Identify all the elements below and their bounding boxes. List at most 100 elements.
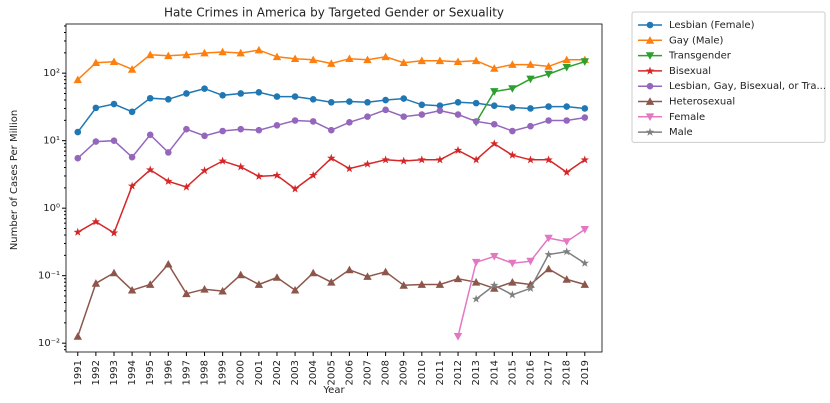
marker (453, 333, 463, 341)
marker (436, 107, 444, 114)
marker (109, 57, 119, 65)
marker (646, 21, 654, 29)
legend-label: Lesbian, Gay, Bisexual, or Tra... (669, 81, 826, 92)
marker (490, 253, 499, 261)
marker (417, 280, 426, 288)
marker (418, 101, 426, 109)
marker (345, 164, 354, 173)
marker (110, 100, 118, 108)
marker (290, 184, 300, 193)
marker (254, 45, 264, 54)
marker (309, 96, 317, 103)
marker (526, 60, 535, 68)
marker (509, 127, 516, 135)
marker (545, 103, 552, 110)
marker (92, 138, 100, 145)
marker (453, 57, 463, 65)
marker (237, 90, 245, 97)
x-tick-label: 1995 (145, 360, 156, 385)
chart-title: Hate Crimes in America by Targeted Gende… (164, 6, 504, 20)
marker (91, 217, 101, 226)
marker (363, 55, 372, 64)
marker (581, 105, 589, 112)
legend-box (631, 11, 826, 143)
marker (128, 153, 136, 161)
marker (527, 105, 534, 112)
marker (454, 99, 462, 106)
marker (218, 156, 227, 165)
legend-label: Heterosexual (669, 97, 735, 108)
marker (646, 82, 654, 90)
marker (580, 226, 589, 234)
marker (109, 228, 119, 237)
marker (127, 286, 137, 294)
marker (563, 117, 570, 124)
marker (146, 165, 155, 174)
marker (200, 48, 209, 57)
marker (399, 58, 408, 66)
marker (290, 286, 300, 294)
marker (201, 85, 208, 92)
marker (472, 99, 480, 107)
marker (562, 238, 571, 246)
marker (327, 126, 335, 134)
marker (291, 117, 299, 124)
marker (182, 50, 191, 59)
marker (254, 280, 264, 288)
series-line (457, 228, 586, 337)
marker (472, 294, 481, 303)
marker (345, 265, 354, 274)
marker (471, 56, 481, 65)
series-line (77, 87, 585, 133)
x-tick-label: 1997 (181, 360, 192, 385)
marker (382, 96, 389, 104)
marker (327, 278, 336, 286)
y-axis-label: Number of Cases Per Million (9, 110, 20, 250)
marker (508, 60, 517, 68)
marker (309, 171, 318, 179)
marker (417, 155, 426, 164)
marker (581, 114, 589, 121)
marker (272, 273, 282, 281)
marker (91, 279, 101, 287)
marker (399, 156, 408, 165)
marker (471, 258, 481, 267)
marker (490, 284, 499, 292)
marker (417, 56, 426, 65)
marker (508, 150, 517, 159)
marker (309, 55, 318, 64)
marker (127, 181, 137, 190)
x-tick-label: 1998 (200, 360, 211, 385)
x-tick-label: 1992 (91, 360, 102, 385)
marker (400, 95, 408, 102)
y-tick-label: 10⁰ (43, 203, 60, 214)
x-tick-label: 2008 (381, 360, 392, 385)
marker (435, 155, 445, 164)
marker (254, 171, 263, 180)
marker (127, 65, 137, 73)
series-line (77, 109, 585, 159)
marker (363, 272, 372, 280)
marker (381, 155, 390, 164)
x-tick-label: 2002 (272, 360, 283, 385)
marker (272, 171, 282, 179)
marker (146, 280, 155, 288)
marker (290, 54, 300, 62)
x-tick-label: 2013 (471, 360, 482, 385)
x-tick-label: 1996 (163, 360, 174, 385)
marker (508, 290, 517, 299)
marker (399, 281, 408, 289)
x-tick-label: 2007 (363, 360, 374, 385)
marker (562, 275, 571, 283)
marker (272, 52, 282, 61)
marker (164, 51, 173, 60)
marker (526, 75, 535, 84)
x-tick-label: 2015 (507, 360, 518, 385)
marker (508, 278, 517, 286)
y-tick-label: 10² (43, 68, 60, 79)
marker (74, 154, 82, 162)
legend-label: Gay (Male) (669, 35, 724, 46)
marker (381, 267, 390, 276)
marker (165, 96, 172, 103)
marker (490, 102, 498, 109)
